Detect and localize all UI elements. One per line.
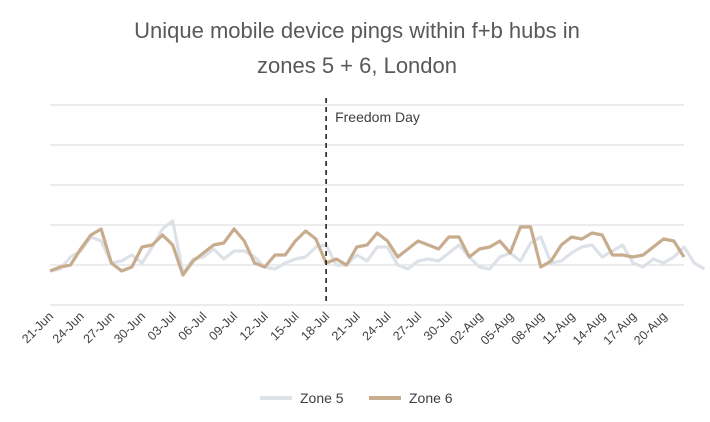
x-tick-label: 18-Jul [298,309,332,343]
x-tick-label: 08-Aug [509,309,547,347]
x-tick-label: 24-Jun [50,309,87,346]
series-line-zone-6 [49,225,686,277]
chart-title-line-1: Unique mobile device pings within f+b hu… [134,18,580,43]
legend-label-zone-6: Zone 6 [409,390,453,406]
x-tick-label: 15-Jul [268,309,302,343]
gridlines [50,104,684,306]
x-tick-label: 03-Jul [145,309,179,343]
x-tick-label: 12-Jul [237,309,271,343]
freedom-day-annotation: Freedom Day [335,109,420,125]
x-tick-label: 24-Jul [360,309,394,343]
x-tick-label: 21-Jun [19,309,56,346]
x-tick-label: 11-Aug [540,309,578,347]
legend-label-zone-5: Zone 5 [300,390,344,406]
x-tick-label: 06-Jul [176,309,210,343]
x-tick-label: 27-Jun [81,309,118,346]
x-axis-tick-labels: 21-Jun24-Jun27-Jun30-Jun03-Jul06-Jul09-J… [19,309,670,347]
chart-title-line-2: zones 5 + 6, London [257,53,457,78]
x-tick-label: 21-Jul [329,309,363,343]
legend: Zone 5 Zone 6 [260,390,453,406]
series-lines [49,219,706,277]
x-tick-label: 09-Jul [206,309,240,343]
x-tick-label: 14-Aug [570,309,608,347]
series-line-zone-5 [49,219,706,275]
x-tick-label: 30-Jun [111,309,148,346]
x-tick-label: 20-Aug [631,309,669,347]
x-tick-label: 17-Aug [601,309,639,347]
x-tick-label: 27-Jul [390,309,424,343]
x-tick-label: 05-Aug [478,309,516,347]
x-tick-label: 02-Aug [447,309,485,347]
annotation-layer: Freedom Day [325,98,420,305]
